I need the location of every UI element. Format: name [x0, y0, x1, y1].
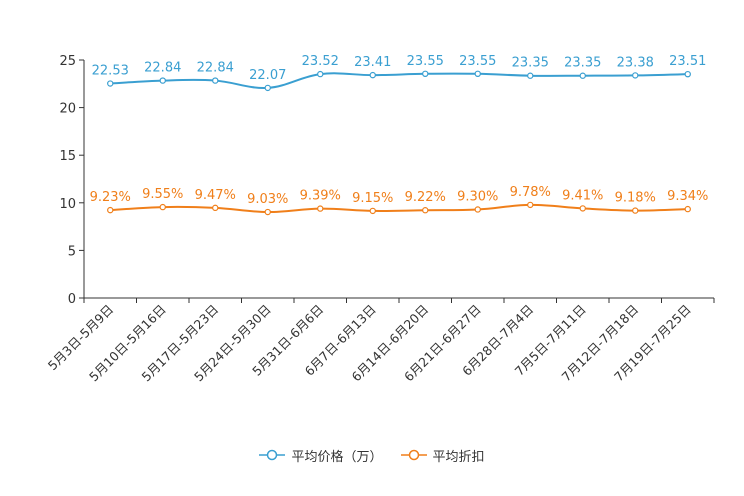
data-label: 9.03% [247, 192, 288, 207]
data-point [317, 205, 324, 212]
data-point [264, 84, 271, 92]
legend-item-price[interactable]: 平均价格（万） [259, 446, 383, 465]
data-label: 9.23% [90, 190, 131, 205]
y-tick-label: 15 [59, 149, 76, 164]
data-label: 23.52 [302, 54, 339, 69]
data-point [684, 70, 691, 78]
data-point [107, 80, 114, 87]
data-point [474, 70, 481, 78]
legend-item-discount[interactable]: 平均折扣 [400, 446, 485, 465]
data-label: 22.53 [92, 64, 129, 79]
data-label: 22.07 [249, 68, 286, 83]
data-point [212, 77, 219, 84]
data-point [527, 201, 534, 209]
y-tick-label: 5 [68, 244, 76, 259]
data-label: 23.55 [407, 54, 444, 69]
data-label: 22.84 [144, 61, 181, 76]
data-label: 23.55 [459, 54, 496, 69]
data-point [317, 70, 324, 78]
legend-line-marker-icon [259, 449, 286, 461]
data-point [369, 71, 376, 79]
y-tick-label: 20 [59, 102, 76, 117]
data-point [527, 72, 534, 79]
data-point [264, 208, 271, 216]
legend-line-marker-icon [400, 449, 427, 461]
data-point [579, 72, 586, 79]
data-label: 9.55% [142, 187, 183, 202]
legend: 平均价格（万） 平均折扣 [0, 443, 744, 467]
y-tick-label: 10 [59, 197, 76, 212]
y-tick-label: 25 [59, 54, 76, 69]
data-label: 23.35 [512, 56, 549, 71]
data-label: 9.15% [352, 191, 393, 206]
data-label: 23.41 [354, 55, 391, 70]
data-point [159, 77, 166, 84]
data-label: 23.51 [669, 54, 706, 69]
series-line-price [110, 72, 688, 89]
data-point [107, 206, 114, 214]
data-label: 23.35 [564, 56, 601, 71]
data-point [422, 207, 429, 214]
y-tick-label: 0 [68, 292, 76, 307]
data-point [474, 206, 481, 213]
data-point [684, 205, 691, 213]
data-label: 23.38 [617, 55, 654, 70]
data-point [159, 203, 166, 211]
data-point [632, 72, 639, 79]
data-point [212, 204, 219, 212]
data-point [632, 207, 639, 214]
data-label: 9.34% [667, 189, 708, 204]
legend-label-price: 平均价格（万） [291, 449, 383, 465]
data-label: 9.30% [457, 189, 498, 204]
data-label: 9.78% [510, 185, 551, 200]
data-label: 22.84 [197, 61, 234, 76]
legend-label-discount: 平均折扣 [432, 449, 485, 465]
data-label: 9.41% [562, 188, 603, 203]
data-label: 9.22% [405, 190, 446, 205]
data-point [579, 205, 586, 212]
data-point [369, 207, 376, 215]
series-line-discount [110, 203, 688, 214]
data-label: 9.39% [300, 189, 341, 204]
data-label: 9.18% [615, 191, 656, 206]
data-label: 9.47% [195, 188, 236, 203]
data-point [422, 70, 429, 78]
